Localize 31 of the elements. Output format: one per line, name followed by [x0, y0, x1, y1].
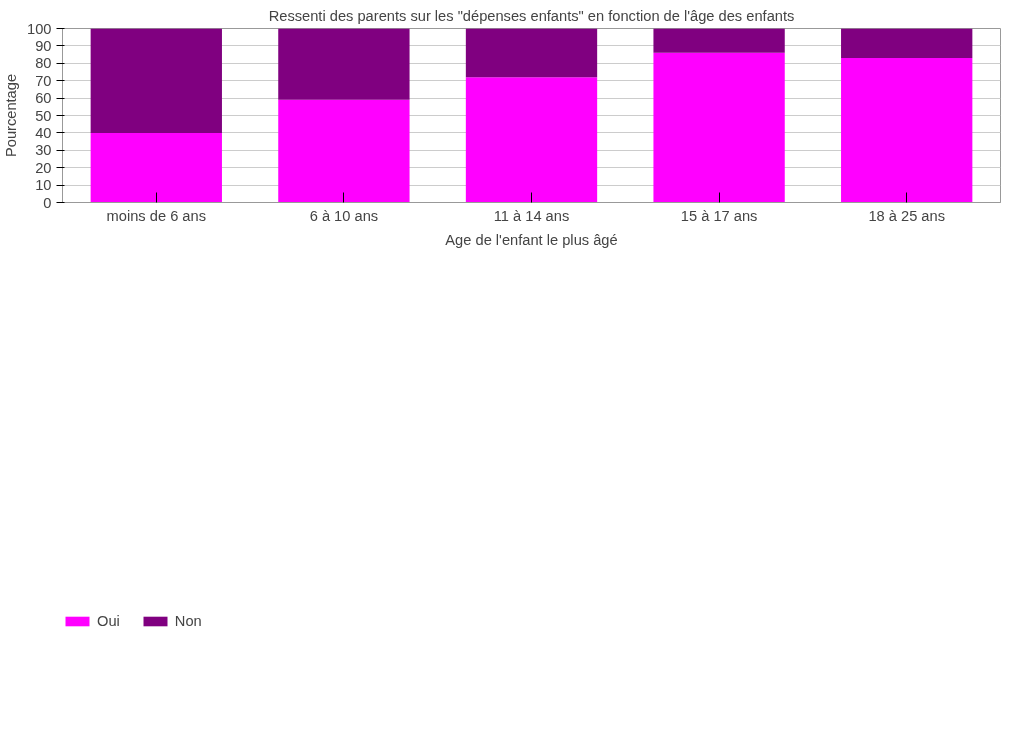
legend-label: Oui	[97, 613, 120, 629]
x-tick-label: 15 à 17 ans	[680, 207, 758, 224]
y-axis-title: Pourcentage	[3, 73, 20, 158]
x-tick-label: 11 à 14 ans	[493, 207, 570, 224]
bar	[841, 58, 973, 203]
bar	[465, 28, 598, 78]
y-tick-label: 50	[35, 107, 52, 124]
bar	[653, 28, 785, 53]
y-tick-label: 90	[35, 37, 52, 54]
x-tick-label: moins de 6 ans	[106, 207, 207, 224]
bar	[90, 132, 222, 203]
bar	[653, 52, 785, 203]
bar	[278, 28, 410, 100]
y-tick-label: 80	[35, 55, 52, 72]
y-tick-label: 100	[27, 20, 52, 37]
bar	[278, 99, 410, 203]
y-tick-label: 20	[35, 159, 52, 176]
legend-label: Non	[174, 613, 202, 629]
x-tick-label: 18 à 25 ans	[868, 207, 946, 224]
y-tick-label: 30	[35, 142, 52, 159]
x-axis-title: Age de l'enfant le plus âgé	[445, 231, 618, 248]
y-tick-label: 40	[35, 124, 52, 141]
bar	[841, 28, 973, 59]
x-tick-label: 6 à 10 ans	[309, 207, 379, 224]
bar	[465, 77, 598, 203]
y-tick-label: 10	[35, 177, 52, 194]
y-tick-label: 70	[35, 72, 52, 89]
y-tick-label: 0	[43, 194, 52, 211]
chart-title: Ressenti des parents sur les "dépenses enfants" en fonction de l'âge des enfants	[268, 7, 795, 24]
y-tick-label: 60	[35, 90, 52, 107]
bar	[90, 28, 222, 133]
